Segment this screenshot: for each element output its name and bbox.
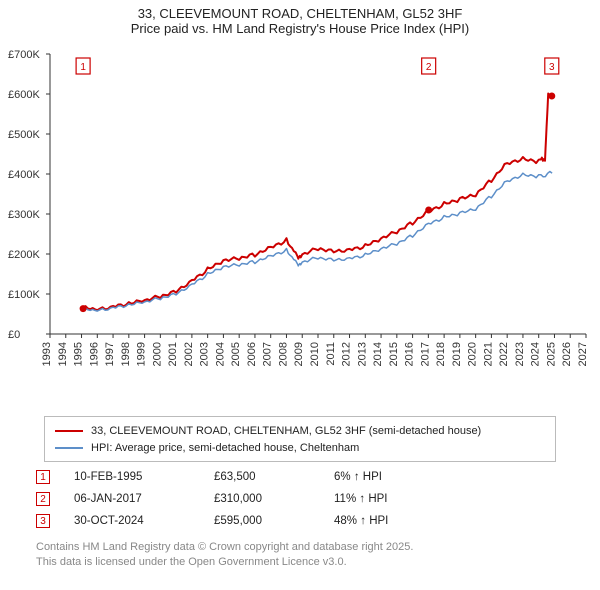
svg-text:2006: 2006: [246, 342, 258, 366]
svg-text:1: 1: [80, 62, 86, 73]
sales-row: 1 10-FEB-1995 £63,500 6% ↑ HPI: [36, 466, 414, 488]
svg-text:£500K: £500K: [8, 129, 40, 141]
svg-text:2024: 2024: [530, 342, 542, 366]
svg-text:£0: £0: [8, 329, 20, 341]
footer-line: This data is licensed under the Open Gov…: [36, 555, 576, 570]
svg-text:£300K: £300K: [8, 209, 40, 221]
svg-text:2009: 2009: [293, 342, 305, 366]
svg-text:2015: 2015: [388, 342, 400, 366]
sales-table: 1 10-FEB-1995 £63,500 6% ↑ HPI 2 06-JAN-…: [36, 466, 414, 532]
sale-date: 06-JAN-2017: [74, 493, 214, 505]
sale-marker-badge: 3: [36, 514, 50, 528]
legend: 33, CLEEVEMOUNT ROAD, CHELTENHAM, GL52 3…: [44, 416, 556, 462]
chart-area: £0 £100K £200K £300K £400K £500K £600K £700K 199…: [8, 48, 592, 398]
svg-text:2004: 2004: [214, 342, 226, 366]
svg-text:3: 3: [549, 62, 555, 73]
svg-text:2014: 2014: [372, 342, 384, 366]
svg-text:2017: 2017: [419, 342, 431, 366]
svg-text:2026: 2026: [561, 342, 573, 366]
sale-date: 10-FEB-1995: [74, 471, 214, 483]
sale-pct: 11% ↑ HPI: [334, 493, 414, 505]
legend-item: HPI: Average price, semi-detached house,…: [55, 440, 545, 457]
svg-text:2021: 2021: [482, 342, 494, 366]
sale-date: 30-OCT-2024: [74, 515, 214, 527]
svg-text:2018: 2018: [435, 342, 447, 366]
svg-text:2011: 2011: [325, 342, 337, 366]
sale-pct: 6% ↑ HPI: [334, 471, 414, 483]
svg-text:£200K: £200K: [8, 249, 40, 261]
sales-row: 2 06-JAN-2017 £310,000 11% ↑ HPI: [36, 488, 414, 510]
legend-swatch: [55, 430, 83, 432]
chart-svg: £0 £100K £200K £300K £400K £500K £600K £700K 199…: [8, 48, 592, 398]
svg-text:2027: 2027: [577, 342, 589, 366]
page-root: 33, CLEEVEMOUNT ROAD, CHELTENHAM, GL52 3…: [0, 0, 600, 590]
footer-note: Contains HM Land Registry data © Crown c…: [36, 540, 576, 570]
legend-item: 33, CLEEVEMOUNT ROAD, CHELTENHAM, GL52 3…: [55, 423, 545, 440]
svg-text:£600K: £600K: [8, 89, 40, 101]
sale-price: £595,000: [214, 515, 334, 527]
svg-text:2022: 2022: [498, 342, 510, 366]
footer-line: Contains HM Land Registry data © Crown c…: [36, 540, 576, 555]
svg-text:£700K: £700K: [8, 49, 40, 61]
svg-text:2002: 2002: [183, 342, 195, 366]
title-block: 33, CLEEVEMOUNT ROAD, CHELTENHAM, GL52 3…: [0, 0, 600, 36]
svg-text:2000: 2000: [151, 342, 163, 366]
legend-label: 33, CLEEVEMOUNT ROAD, CHELTENHAM, GL52 3…: [91, 423, 481, 440]
svg-text:1993: 1993: [41, 342, 53, 366]
svg-text:2020: 2020: [467, 342, 479, 366]
svg-text:1994: 1994: [57, 342, 69, 366]
sales-row: 3 30-OCT-2024 £595,000 48% ↑ HPI: [36, 510, 414, 532]
sale-marker-badge: 1: [36, 470, 50, 484]
svg-text:£100K: £100K: [8, 289, 40, 301]
svg-text:2005: 2005: [230, 342, 242, 366]
svg-text:2: 2: [426, 62, 432, 73]
svg-text:1997: 1997: [104, 342, 116, 366]
svg-text:£400K: £400K: [8, 169, 40, 181]
svg-text:2019: 2019: [451, 342, 463, 366]
sale-marker-badge: 2: [36, 492, 50, 506]
sale-pct: 48% ↑ HPI: [334, 515, 414, 527]
sale-price: £310,000: [214, 493, 334, 505]
svg-text:2010: 2010: [309, 342, 321, 366]
title-subtitle: Price paid vs. HM Land Registry's House …: [0, 21, 600, 36]
title-address: 33, CLEEVEMOUNT ROAD, CHELTENHAM, GL52 3…: [0, 6, 600, 21]
svg-text:1999: 1999: [136, 342, 148, 366]
svg-text:2013: 2013: [356, 342, 368, 366]
svg-text:2023: 2023: [514, 342, 526, 366]
svg-text:1998: 1998: [120, 342, 132, 366]
svg-text:2012: 2012: [341, 342, 353, 366]
legend-label: HPI: Average price, semi-detached house,…: [91, 440, 359, 457]
svg-text:2003: 2003: [199, 342, 211, 366]
svg-text:2001: 2001: [167, 342, 179, 366]
svg-text:2025: 2025: [545, 342, 557, 366]
svg-text:2007: 2007: [262, 342, 274, 366]
svg-text:1995: 1995: [73, 342, 85, 366]
legend-swatch: [55, 447, 83, 449]
sale-price: £63,500: [214, 471, 334, 483]
svg-text:2016: 2016: [404, 342, 416, 366]
svg-text:2008: 2008: [277, 342, 289, 366]
svg-text:1996: 1996: [88, 342, 100, 366]
